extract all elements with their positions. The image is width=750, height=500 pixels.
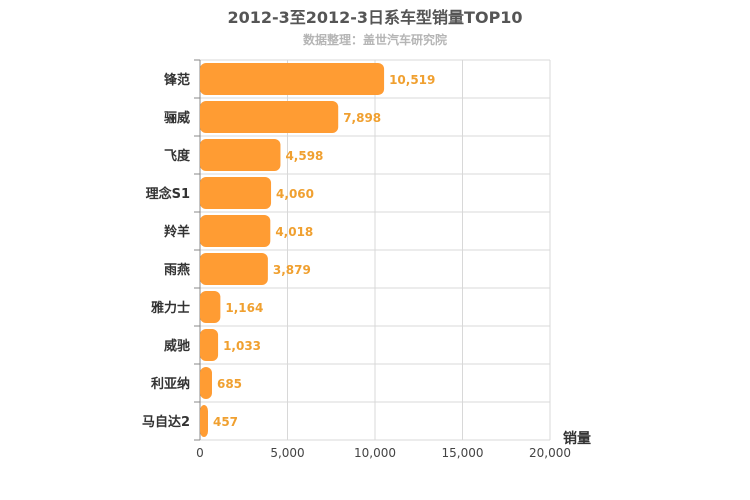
category-label: 锋范 <box>164 72 190 88</box>
bars <box>200 63 385 437</box>
category-label: 羚羊 <box>164 224 190 240</box>
category-label: 骊威 <box>164 110 190 126</box>
category-label: 马自达2 <box>142 414 190 430</box>
value-label: 457 <box>213 415 238 429</box>
value-label: 1,164 <box>225 301 263 315</box>
chart-title: 2012-3至2012-3日系车型销量TOP10 <box>227 8 523 27</box>
bar <box>200 177 272 209</box>
category-label: 威驰 <box>164 338 190 354</box>
bar <box>200 63 385 95</box>
category-label: 利亚纳 <box>151 376 190 392</box>
category-label: 飞度 <box>164 148 191 164</box>
x-tick-label: 5,000 <box>270 446 304 460</box>
bar <box>200 329 219 361</box>
labels: 0 5,000 10,000 15,000 20,000 锋范 10,519 骊威 7,898 飞… <box>142 72 571 460</box>
x-axis-title: 销量 <box>563 430 591 447</box>
value-label: 7,898 <box>343 111 381 125</box>
bar <box>200 367 212 399</box>
x-tick-label: 15,000 <box>442 446 484 460</box>
x-tick-label: 10,000 <box>354 446 396 460</box>
bar <box>200 101 339 133</box>
value-label: 3,879 <box>273 263 311 277</box>
category-label: 雨燕 <box>164 262 190 278</box>
value-label: 10,519 <box>389 73 435 87</box>
bar <box>200 291 221 323</box>
value-label: 1,033 <box>223 339 261 353</box>
x-tick-label: 0 <box>196 446 204 460</box>
value-label: 4,018 <box>275 225 313 239</box>
value-label: 4,060 <box>276 187 314 201</box>
category-label: 雅力士 <box>151 300 190 316</box>
bar <box>200 405 208 437</box>
value-label: 685 <box>217 377 242 391</box>
bar <box>200 215 271 247</box>
chart-subtitle: 数据整理：盖世汽车研究院 <box>302 33 447 47</box>
x-tick-label: 20,000 <box>529 446 571 460</box>
value-label: 4,598 <box>285 149 323 163</box>
bar <box>200 253 268 285</box>
grid-lines <box>194 59 551 441</box>
bar <box>200 139 281 171</box>
category-label: 理念S1 <box>146 186 190 202</box>
